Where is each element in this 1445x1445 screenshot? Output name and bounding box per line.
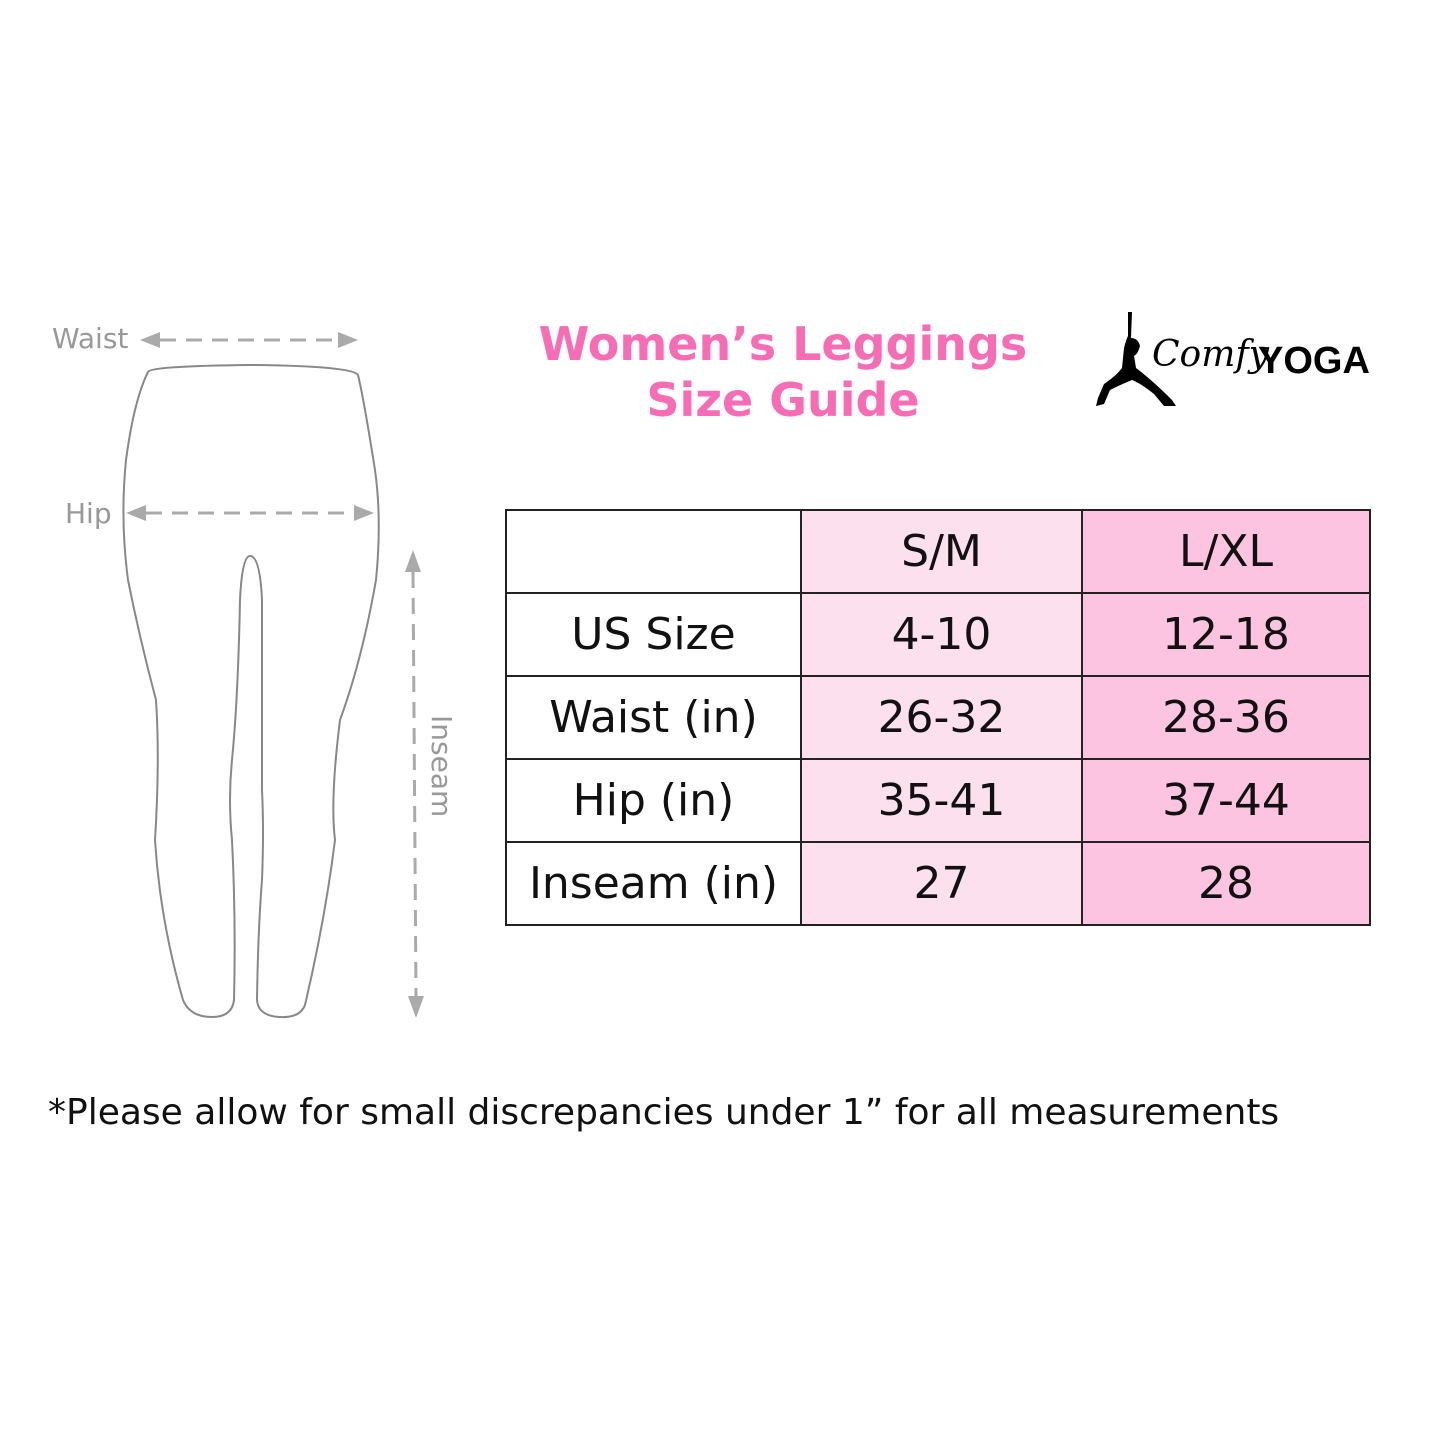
table-cell: 12-18	[1081, 592, 1371, 677]
logo-bold-text: YOGA	[1258, 340, 1370, 382]
table-cell: 28	[1081, 841, 1371, 926]
disclaimer-note: *Please allow for small discrepancies un…	[48, 1092, 1280, 1133]
table-row: Inseam (in) 27 28	[505, 841, 1371, 926]
logo-script-text: Comfy	[1152, 334, 1270, 375]
inseam-label: Inseam	[425, 715, 458, 818]
header-cell	[505, 509, 802, 594]
title-line-1: Women’s Leggings	[538, 317, 1028, 371]
waist-label: Waist	[52, 322, 129, 355]
leggings-outline	[122, 363, 380, 1019]
table-cell: 28-36	[1081, 675, 1371, 760]
row-label: Waist (in)	[505, 675, 802, 760]
waist-arrow	[140, 332, 358, 348]
page-title: Women’s Leggings Size Guide	[520, 316, 1046, 428]
table-cell: 37-44	[1081, 758, 1371, 843]
table-row: Waist (in) 26-32 28-36	[505, 675, 1371, 760]
row-label: Hip (in)	[505, 758, 802, 843]
hip-arrow	[126, 505, 374, 521]
table-cell: 4-10	[800, 592, 1083, 677]
table-row: Hip (in) 35-41 37-44	[505, 758, 1371, 843]
table-row: US Size 4-10 12-18	[505, 592, 1371, 677]
inseam-arrow	[405, 550, 424, 1018]
hip-label: Hip	[65, 497, 112, 530]
table-cell: 26-32	[800, 675, 1083, 760]
row-label: US Size	[505, 592, 802, 677]
comfyyoga-logo: Comfy YOGA	[1092, 308, 1372, 412]
title-line-2: Size Guide	[646, 373, 920, 427]
table-cell: 27	[800, 841, 1083, 926]
header-cell: L/XL	[1081, 509, 1371, 594]
table-header-row: S/M L/XL	[505, 509, 1371, 594]
header-cell: S/M	[800, 509, 1083, 594]
row-label: Inseam (in)	[505, 841, 802, 926]
leggings-diagram	[122, 332, 424, 1019]
size-table: S/M L/XL US Size 4-10 12-18 Waist (in) 2…	[505, 509, 1371, 926]
table-cell: 35-41	[800, 758, 1083, 843]
yoga-pose-icon	[1096, 312, 1176, 406]
